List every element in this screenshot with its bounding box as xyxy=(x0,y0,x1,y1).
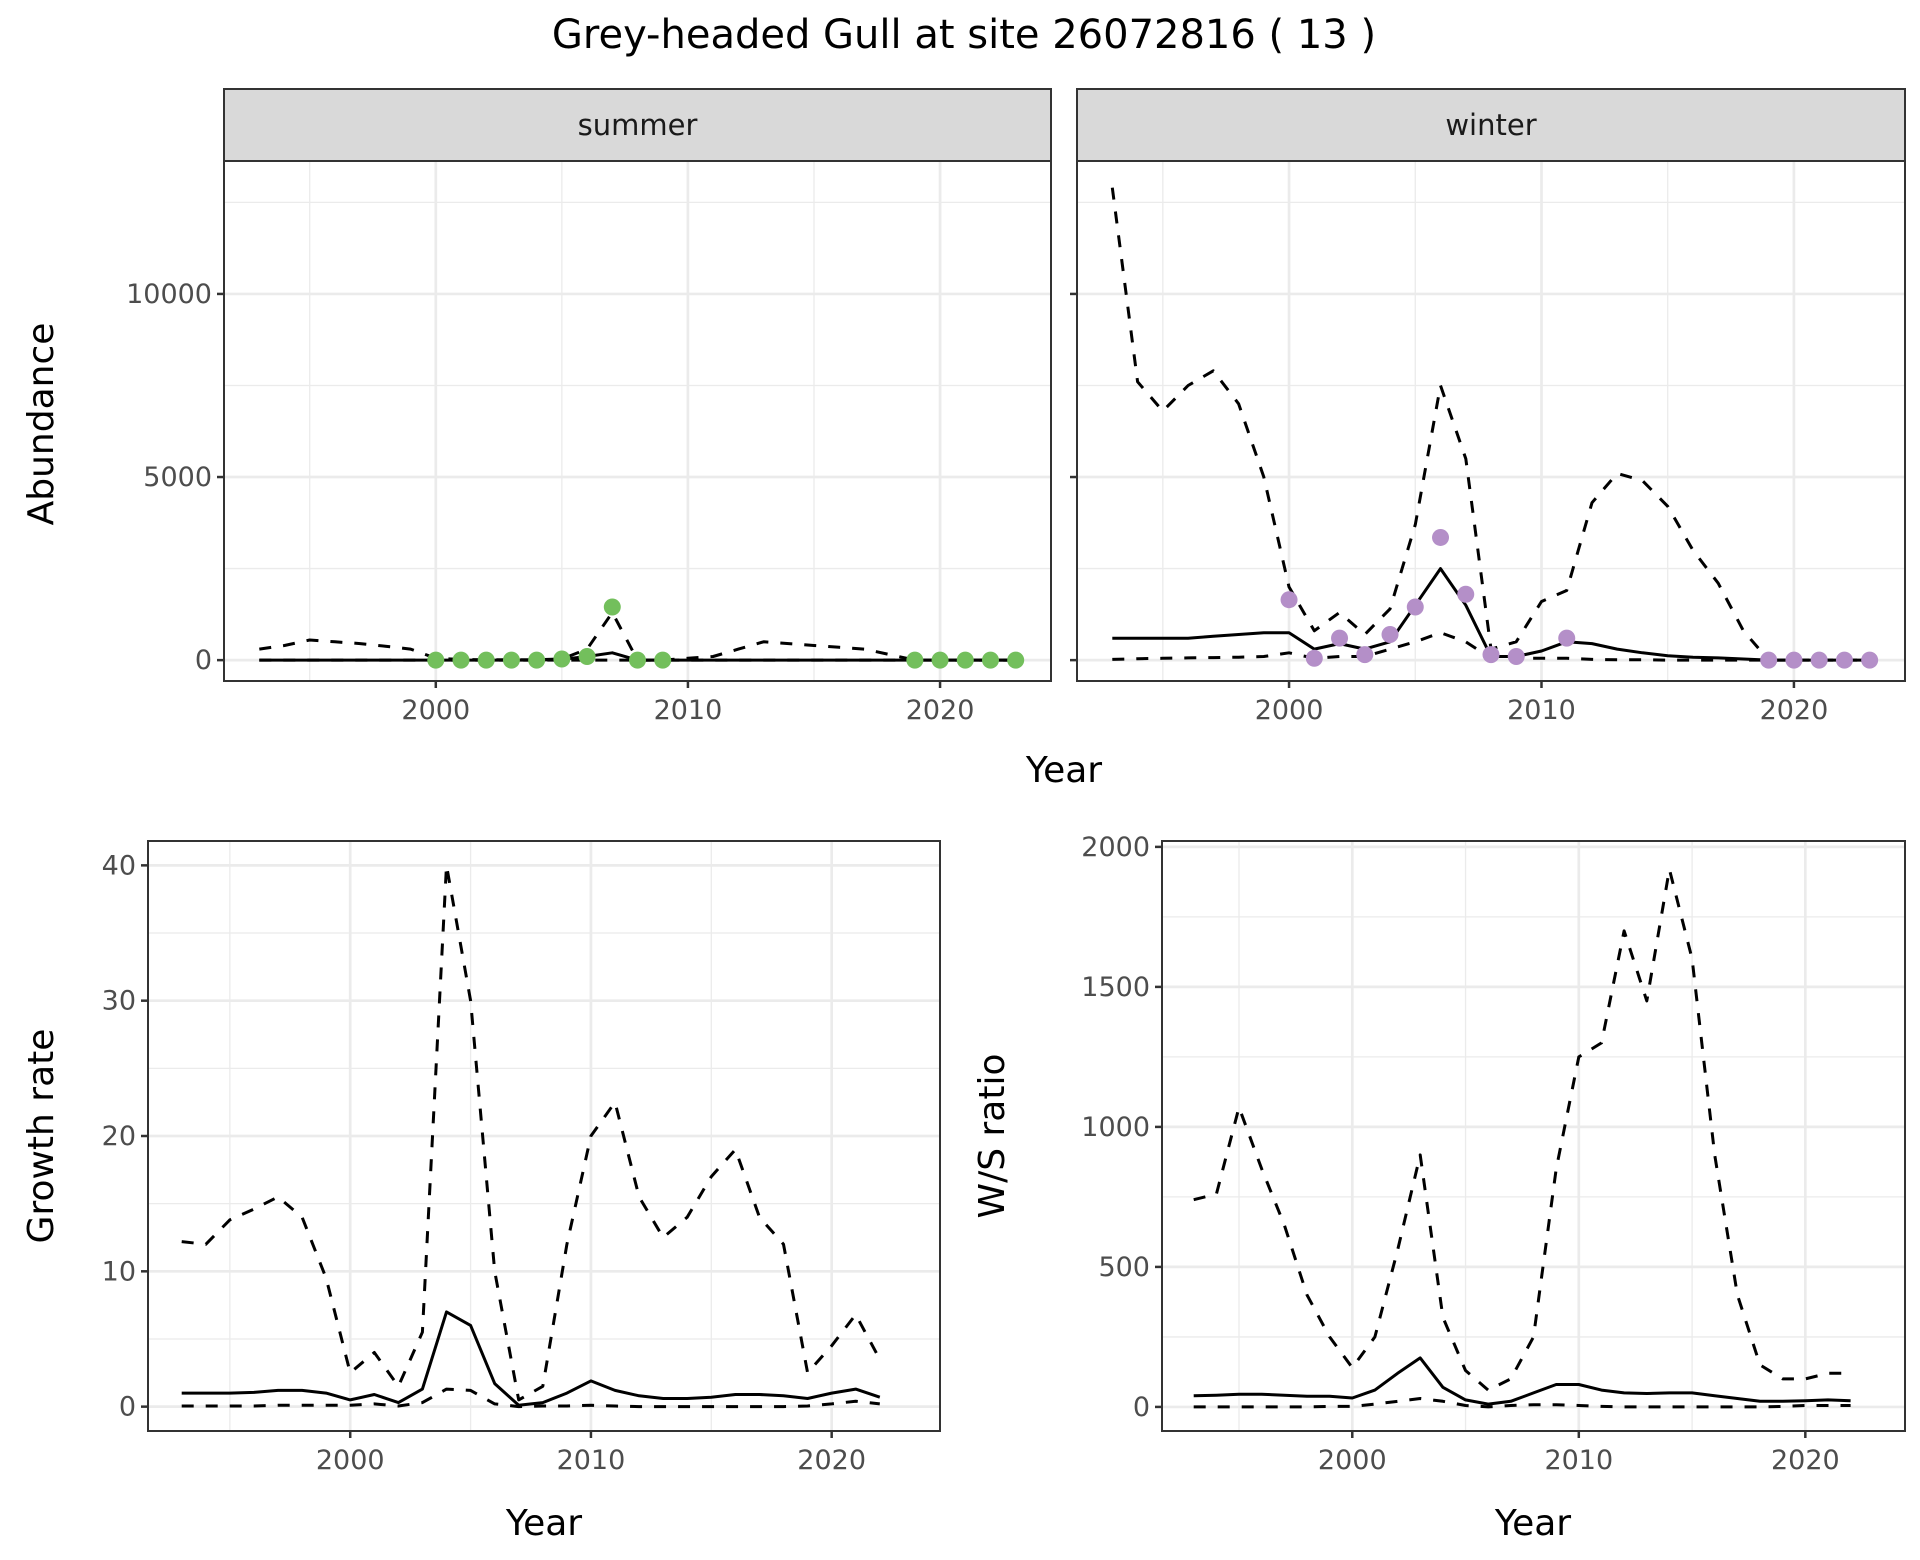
data-point xyxy=(603,598,621,616)
y-tick-label: 10 xyxy=(102,1256,136,1287)
y-tick-label: 500 xyxy=(1098,1252,1150,1283)
data-point xyxy=(1280,591,1298,609)
data-point xyxy=(654,651,672,669)
data-point xyxy=(1305,649,1323,667)
x-tick-label: 2020 xyxy=(906,695,975,726)
x-tick-label: 2000 xyxy=(401,695,470,726)
y-tick-label: 2000 xyxy=(1081,832,1150,863)
x-tick-label: 2000 xyxy=(1255,695,1324,726)
data-point xyxy=(1760,651,1778,669)
x-tick-label: 2000 xyxy=(316,1445,385,1476)
y-tick-label: 1500 xyxy=(1081,972,1150,1003)
data-point xyxy=(502,651,520,669)
y-tick-label: 30 xyxy=(102,986,136,1017)
data-point xyxy=(956,651,974,669)
plot-background xyxy=(1162,841,1905,1431)
data-point xyxy=(1785,651,1803,669)
x-tick-label: 2010 xyxy=(1544,1445,1613,1476)
data-point xyxy=(427,651,445,669)
data-point xyxy=(452,651,470,669)
dashed-line-0 xyxy=(1193,867,1851,1392)
data-point xyxy=(553,650,571,668)
facet-strip xyxy=(1076,88,1906,162)
ws-y-axis-title: W/S ratio xyxy=(972,1053,1013,1218)
data-point xyxy=(1810,651,1828,669)
panel-ws_ratio: 2000 2010 2020 0 500 1000 1500 2000 xyxy=(1081,832,1906,1476)
panel-growth: 2000 2010 2020 0 10 20 30 40 xyxy=(102,840,941,1476)
figure-title: Grey-headed Gull at site 26072816 ( 13 ) xyxy=(552,12,1376,58)
data-point xyxy=(1482,646,1500,664)
data-point xyxy=(906,651,924,669)
data-point xyxy=(528,651,546,669)
panel-border xyxy=(1161,840,1906,1432)
x-tick-label: 2020 xyxy=(1771,1445,1840,1476)
data-point xyxy=(578,647,596,665)
ws-x-axis-title: Year xyxy=(1494,1503,1571,1544)
data-point xyxy=(1007,651,1025,669)
y-tick-label: 40 xyxy=(102,850,136,881)
summer-y-axis-title: Abundance xyxy=(21,323,62,526)
data-point xyxy=(1507,647,1525,665)
x-tick-label: 2020 xyxy=(1760,695,1829,726)
data-point xyxy=(1861,651,1879,669)
y-tick-label: 0 xyxy=(119,1392,136,1423)
data-point xyxy=(1406,598,1424,616)
x-tick-label: 2010 xyxy=(654,695,723,726)
data-point xyxy=(1331,629,1349,647)
facet-strip-label: winter xyxy=(1445,108,1536,142)
data-point xyxy=(1835,651,1853,669)
y-tick-label: 20 xyxy=(102,1121,136,1152)
data-point xyxy=(477,651,495,669)
data-point xyxy=(1457,585,1475,603)
y-tick-label: 0 xyxy=(1133,1392,1150,1423)
x-tick-label: 2020 xyxy=(797,1445,866,1476)
data-point xyxy=(1432,528,1450,546)
solid-line-1 xyxy=(1193,1356,1851,1406)
panel-summer: summer 2000 2010 2020 0 5000 10000 xyxy=(126,88,1052,726)
plot-background xyxy=(224,161,1051,681)
y-tick-label: 0 xyxy=(195,645,212,676)
x-tick-label: 2010 xyxy=(1507,695,1576,726)
panel-winter: winter 2000 2010 2020 xyxy=(1070,88,1906,726)
x-tick-label: 2000 xyxy=(1318,1445,1387,1476)
y-tick-label: 1000 xyxy=(1081,1112,1150,1143)
data-point xyxy=(1356,646,1374,664)
data-point xyxy=(981,651,999,669)
y-tick-label: 5000 xyxy=(143,462,212,493)
growth-y-axis-title: Growth rate xyxy=(21,1029,62,1244)
plot-background xyxy=(1077,161,1905,681)
data-point xyxy=(1558,629,1576,647)
data-point xyxy=(629,651,646,669)
y-tick-label: 10000 xyxy=(126,279,212,310)
dashed-line-0 xyxy=(259,611,1016,662)
facet-strip-label: summer xyxy=(578,108,698,142)
x-tick-label: 2010 xyxy=(557,1445,626,1476)
data-point xyxy=(1381,625,1399,643)
growth-x-axis-title: Year xyxy=(505,1503,582,1544)
solid-line-1 xyxy=(181,1310,881,1407)
top-x-axis-title: Year xyxy=(1025,750,1102,791)
facet-strip xyxy=(223,88,1052,162)
data-point xyxy=(931,651,949,669)
